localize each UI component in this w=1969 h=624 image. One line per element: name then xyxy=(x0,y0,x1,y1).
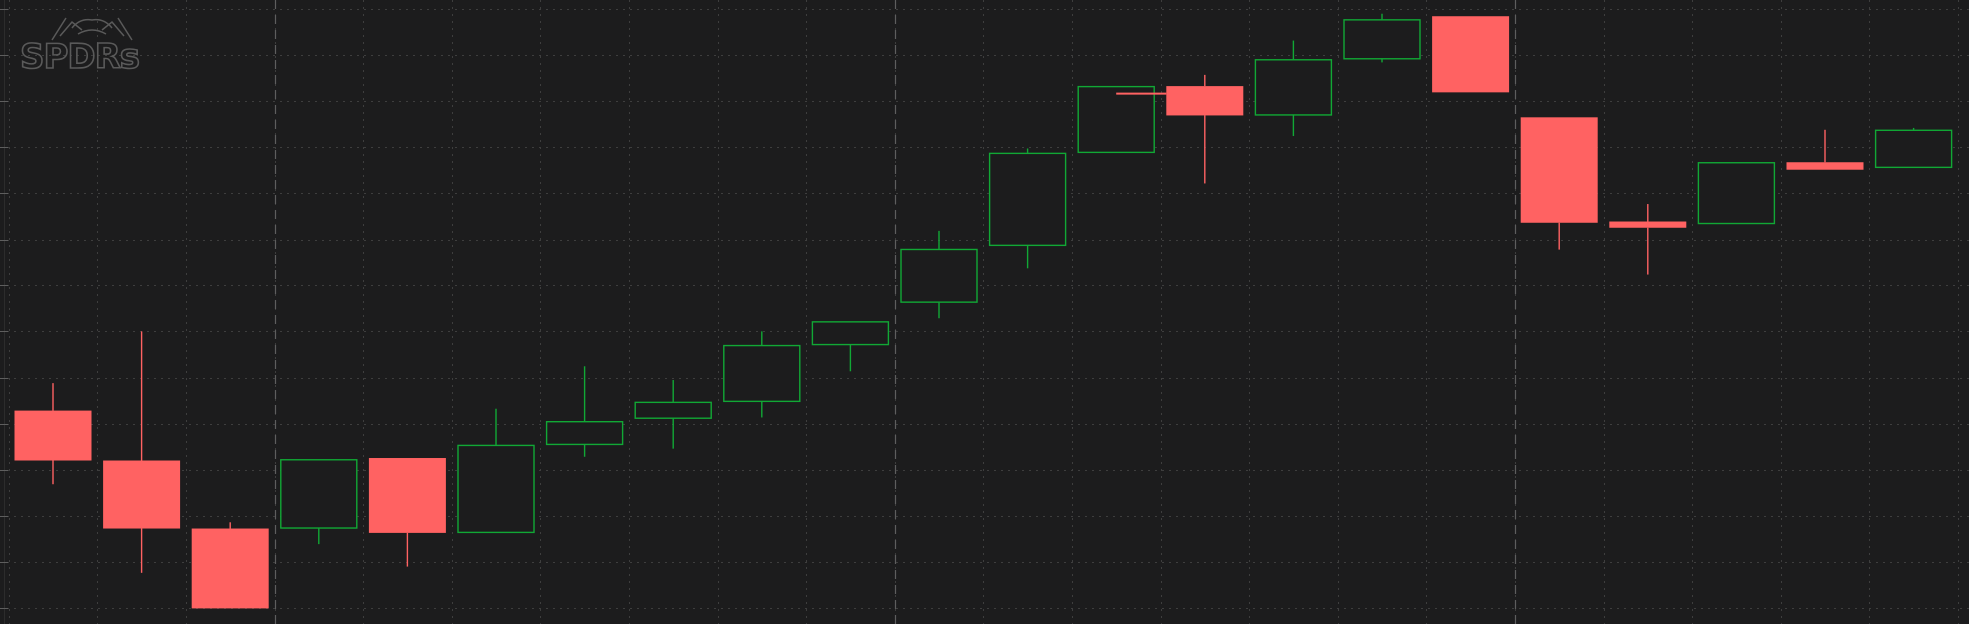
candle xyxy=(988,148,1067,269)
candle-body xyxy=(1077,85,1155,154)
candle xyxy=(103,331,181,573)
candle xyxy=(1166,74,1244,184)
candle-body xyxy=(1166,86,1244,116)
candle xyxy=(634,380,712,449)
spider-logo-icon xyxy=(51,17,133,41)
candle xyxy=(1874,127,1953,169)
candle xyxy=(191,522,269,609)
candle-body xyxy=(1254,59,1333,116)
candle-body xyxy=(368,458,446,533)
candle-body xyxy=(1609,221,1687,228)
candle-body xyxy=(1432,16,1510,93)
candle xyxy=(723,331,801,418)
candle xyxy=(900,230,978,319)
candle xyxy=(1077,85,1155,154)
watermark-text: SPDRs xyxy=(20,37,139,77)
candle-body xyxy=(545,421,624,446)
candles-layer xyxy=(14,13,1953,609)
candle xyxy=(14,383,92,485)
candle xyxy=(811,321,890,372)
candle xyxy=(1609,204,1687,275)
candle xyxy=(1432,16,1510,93)
candle-body xyxy=(1786,162,1864,170)
candle-body xyxy=(811,321,890,346)
candle xyxy=(457,408,535,534)
watermark-logo: SPDRs xyxy=(19,17,141,78)
candle-body xyxy=(723,344,801,403)
candle-body xyxy=(457,444,535,534)
candle-body xyxy=(280,459,358,529)
candle xyxy=(368,458,446,567)
candle-body xyxy=(1697,162,1776,225)
candle-body xyxy=(1874,129,1953,169)
candle xyxy=(545,366,624,457)
candle-body xyxy=(14,410,92,461)
candle-body xyxy=(191,528,269,609)
candle-body xyxy=(1520,117,1598,223)
candle-body xyxy=(1343,19,1421,60)
candle-body xyxy=(103,460,181,529)
candle xyxy=(1786,129,1864,170)
candle xyxy=(1254,40,1333,137)
candle xyxy=(280,459,358,545)
candle-body xyxy=(988,152,1067,247)
candle xyxy=(1520,117,1598,250)
candle xyxy=(1697,162,1776,225)
candle-body xyxy=(900,248,978,303)
candle xyxy=(1343,13,1421,63)
candle-body xyxy=(634,401,712,419)
